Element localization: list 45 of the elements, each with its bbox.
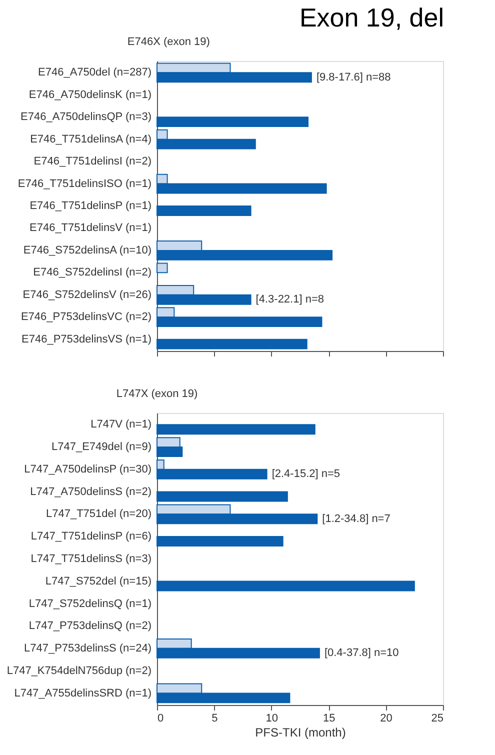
y-tick-label: L747_A750delinsS (n=2) [30,486,152,498]
annotation: [2.4-15.2] n=5 [272,468,340,480]
y-tick-label: E746_P753delinsVC (n=2) [20,311,152,324]
text: Exon 19, del [299,2,444,32]
y-tick-label: E746_S752delinsA (n=10) [23,244,152,256]
y-tick-label: E746_T751delinsA (n=4) [30,133,152,146]
y-tick-label: E746_T751delinsI (n=2) [34,156,152,168]
y-tick-label: E746_A750delinsK (n=1) [28,88,152,101]
x-tick-label: 15 [322,712,336,724]
y-tick-label: E746_A750del (n=287) [38,66,152,79]
y-tick-label: L747_S752del (n=15) [45,575,152,588]
y-tick-label: L747V (n=1) [90,418,152,431]
y-tick-label: E746_S752delinsV (n=26) [22,288,152,301]
bar [156,338,308,350]
x-tick-label: 25 [431,712,444,724]
annotation: [0.4-37.8] n=10 [324,647,399,660]
y-tick-label: L747_T751del (n=20) [46,508,152,520]
annotation: [4.3-22.1] n=8 [256,294,324,306]
y-tick-label: L747_S752delinsQ (n=1) [28,598,152,610]
x-axis-title: PFS-TKI (month) [255,726,346,740]
chart-title: L747X (exon 19) [116,388,198,400]
annotation: [1.2-34.8] n=7 [322,512,390,525]
y-tick-label: L747_T751delinsP (n=6) [30,530,152,543]
y-tick-label: L747_T751delinsS (n=3) [30,553,152,565]
y-tick-label: L747_A750delinsP (n=30) [24,464,152,476]
x-tick-label: 10 [266,712,278,724]
x-tick-label: 0 [158,712,164,724]
y-tick-label: E746_T751delinsV (n=1) [30,222,152,234]
annotation: [9.8-17.6] n=88 [316,71,391,84]
x-tick-label: 20 [380,712,392,724]
chart-title: E746X (exon 19) [127,36,210,48]
x-tick-label: 5 [212,712,218,724]
y-tick-label: L747_E749del (n=9) [52,441,152,454]
bar [156,206,252,216]
y-tick-label: E746_T751delinsISO (n=1) [18,178,152,190]
y-tick-label: L747_K754delN756dup (n=2) [6,664,152,677]
y-tick-label: E746_P753delinsVS (n=1) [22,333,152,346]
y-tick-label: E746_T751delinsP (n=1) [30,200,152,212]
y-tick-label: L747_P753delinsQ (n=2) [28,620,152,632]
y-tick-label: E746_A750delinsQP (n=3) [20,111,152,124]
bar [156,116,309,128]
y-tick-label: E746_S752delinsI (n=2) [33,266,152,279]
bar [156,262,168,274]
y-tick-label: L747_P753delinsS (n=24) [24,642,152,654]
y-tick-label: L747_A755delinsSRD (n=1) [14,687,152,700]
